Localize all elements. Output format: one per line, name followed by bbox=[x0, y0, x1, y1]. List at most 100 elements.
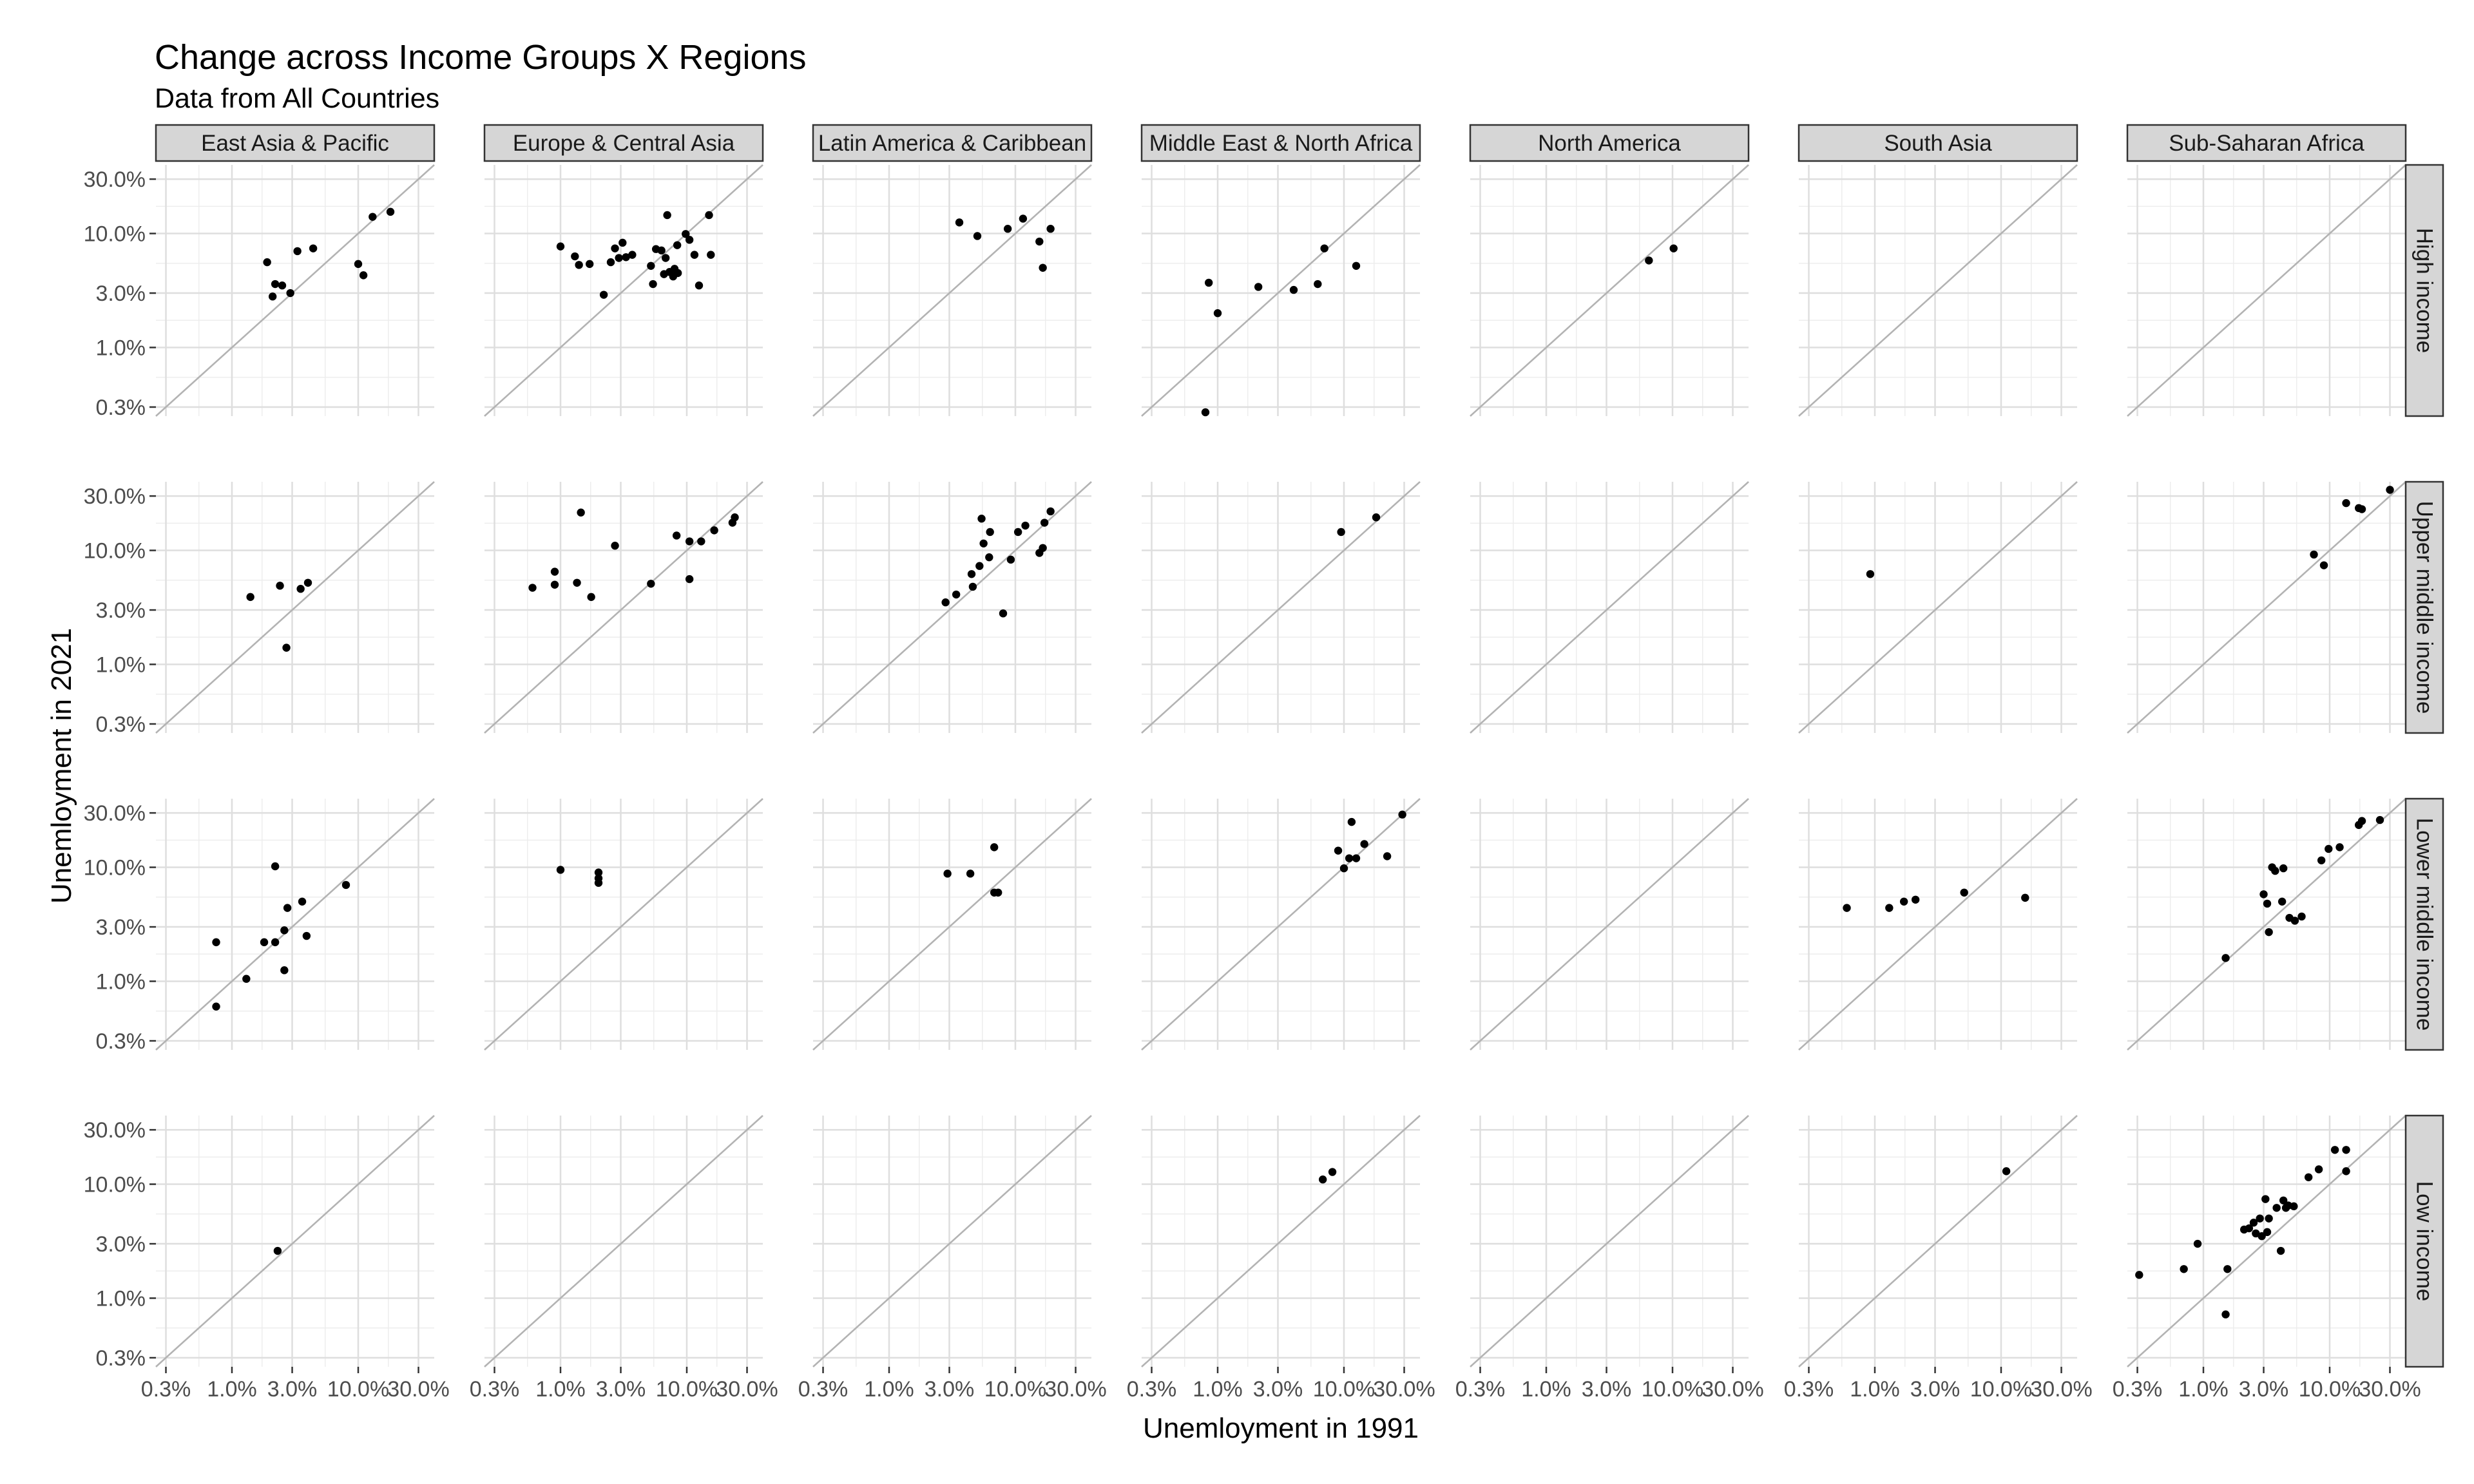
y-tick-label: 1.0% bbox=[96, 1286, 146, 1311]
x-tick-label: 30.0% bbox=[2030, 1377, 2092, 1402]
x-tick-label: 30.0% bbox=[1702, 1377, 1763, 1402]
data-point bbox=[2265, 1214, 2273, 1222]
x-tick-label: 0.3% bbox=[1784, 1377, 1834, 1402]
x-tick-label: 1.0% bbox=[207, 1377, 257, 1402]
data-point bbox=[1314, 280, 1322, 289]
reference-line-y-equals-x bbox=[812, 481, 1092, 734]
y-tick-label: 0.3% bbox=[96, 1346, 146, 1371]
y-tick-label: 30.0% bbox=[84, 1118, 146, 1143]
data-point bbox=[2135, 1271, 2143, 1279]
data-point bbox=[2180, 1265, 2188, 1273]
data-point bbox=[283, 904, 292, 912]
x-tick-label: 30.0% bbox=[1044, 1377, 1106, 1402]
data-point bbox=[1006, 555, 1015, 564]
data-point bbox=[647, 580, 655, 588]
data-point bbox=[1046, 225, 1055, 233]
data-point bbox=[2279, 864, 2288, 873]
reference-line-y-equals-x bbox=[155, 798, 435, 1051]
data-point bbox=[977, 515, 986, 523]
reference-line-y-equals-x bbox=[1798, 164, 2078, 417]
data-point bbox=[685, 575, 694, 584]
data-point bbox=[1039, 263, 1047, 272]
x-tick-label: 1.0% bbox=[864, 1377, 914, 1402]
reference-line-y-equals-x bbox=[2127, 164, 2406, 417]
y-tick-label: 10.0% bbox=[84, 539, 146, 564]
column-strip-label: East Asia & Pacific bbox=[201, 131, 389, 156]
data-point bbox=[1669, 244, 1678, 252]
data-point bbox=[2272, 1204, 2281, 1212]
x-tick-label: 3.0% bbox=[1582, 1377, 1632, 1402]
data-point bbox=[2249, 1219, 2258, 1227]
x-tick-label: 10.0% bbox=[984, 1377, 1046, 1402]
column-strip bbox=[1140, 124, 1421, 162]
x-tick-label: 0.3% bbox=[1127, 1377, 1177, 1402]
data-point bbox=[1911, 895, 1920, 904]
data-point bbox=[2290, 1202, 2298, 1211]
data-point bbox=[986, 528, 994, 537]
x-tick-label: 3.0% bbox=[925, 1377, 975, 1402]
data-point bbox=[615, 254, 623, 262]
data-point bbox=[2319, 561, 2328, 569]
x-tick-label: 0.3% bbox=[141, 1377, 191, 1402]
data-point bbox=[672, 531, 681, 540]
reference-line-y-equals-x bbox=[155, 164, 435, 417]
reference-line-y-equals-x bbox=[155, 481, 435, 734]
data-point bbox=[276, 582, 284, 590]
data-point bbox=[271, 938, 280, 947]
x-tick-label: 3.0% bbox=[267, 1377, 318, 1402]
data-point bbox=[2342, 1167, 2350, 1175]
y-tick-label: 10.0% bbox=[84, 222, 146, 247]
data-point bbox=[1645, 256, 1653, 265]
data-point bbox=[1318, 1175, 1327, 1184]
data-point bbox=[1960, 888, 1968, 897]
x-tick-label: 1.0% bbox=[1193, 1377, 1243, 1402]
reference-line-y-equals-x bbox=[1470, 798, 1749, 1051]
reference-line-y-equals-x bbox=[2127, 481, 2406, 734]
data-point bbox=[2193, 1239, 2202, 1248]
column-strip-label: South Asia bbox=[1884, 131, 1992, 156]
row-strip-label: Low income bbox=[2412, 1181, 2437, 1302]
chart-subtitle: Data from All Countries bbox=[155, 83, 440, 114]
data-point bbox=[594, 868, 603, 877]
reference-line-y-equals-x bbox=[1470, 481, 1749, 734]
data-point bbox=[594, 879, 603, 887]
data-point bbox=[309, 244, 318, 252]
data-point bbox=[1201, 408, 1210, 417]
data-point bbox=[354, 260, 363, 269]
y-tick-label: 1.0% bbox=[96, 336, 146, 360]
y-tick-label: 3.0% bbox=[96, 598, 146, 623]
data-point bbox=[550, 580, 559, 589]
data-point bbox=[2325, 844, 2333, 853]
data-point bbox=[979, 539, 988, 547]
y-tick-label: 10.0% bbox=[84, 856, 146, 880]
data-point bbox=[685, 537, 694, 546]
reference-line-y-equals-x bbox=[1141, 481, 1421, 734]
data-point bbox=[967, 570, 976, 578]
data-point bbox=[271, 280, 280, 289]
data-point bbox=[966, 870, 975, 878]
data-point bbox=[2357, 505, 2366, 513]
data-point bbox=[1035, 237, 1044, 246]
data-point bbox=[1013, 528, 1022, 537]
data-point bbox=[1019, 214, 1028, 223]
data-point bbox=[2330, 1146, 2339, 1154]
data-point bbox=[673, 241, 682, 249]
data-point bbox=[985, 553, 993, 562]
data-point bbox=[1352, 854, 1361, 862]
data-point bbox=[990, 843, 999, 851]
x-tick-label: 1.0% bbox=[1850, 1377, 1900, 1402]
data-point bbox=[556, 242, 565, 251]
data-point bbox=[2265, 928, 2273, 937]
data-point bbox=[2261, 1195, 2270, 1203]
data-point bbox=[999, 609, 1008, 618]
column-strip-label: Sub-Saharan Africa bbox=[2169, 131, 2364, 156]
data-point bbox=[1039, 544, 1047, 552]
data-point bbox=[2271, 866, 2279, 875]
y-tick-label: 0.3% bbox=[96, 1029, 146, 1054]
data-point bbox=[673, 269, 682, 278]
data-point bbox=[263, 258, 271, 267]
x-tick-label: 0.3% bbox=[798, 1377, 849, 1402]
y-tick-label: 0.3% bbox=[96, 395, 146, 420]
data-point bbox=[273, 1246, 282, 1255]
data-point bbox=[2297, 912, 2306, 921]
